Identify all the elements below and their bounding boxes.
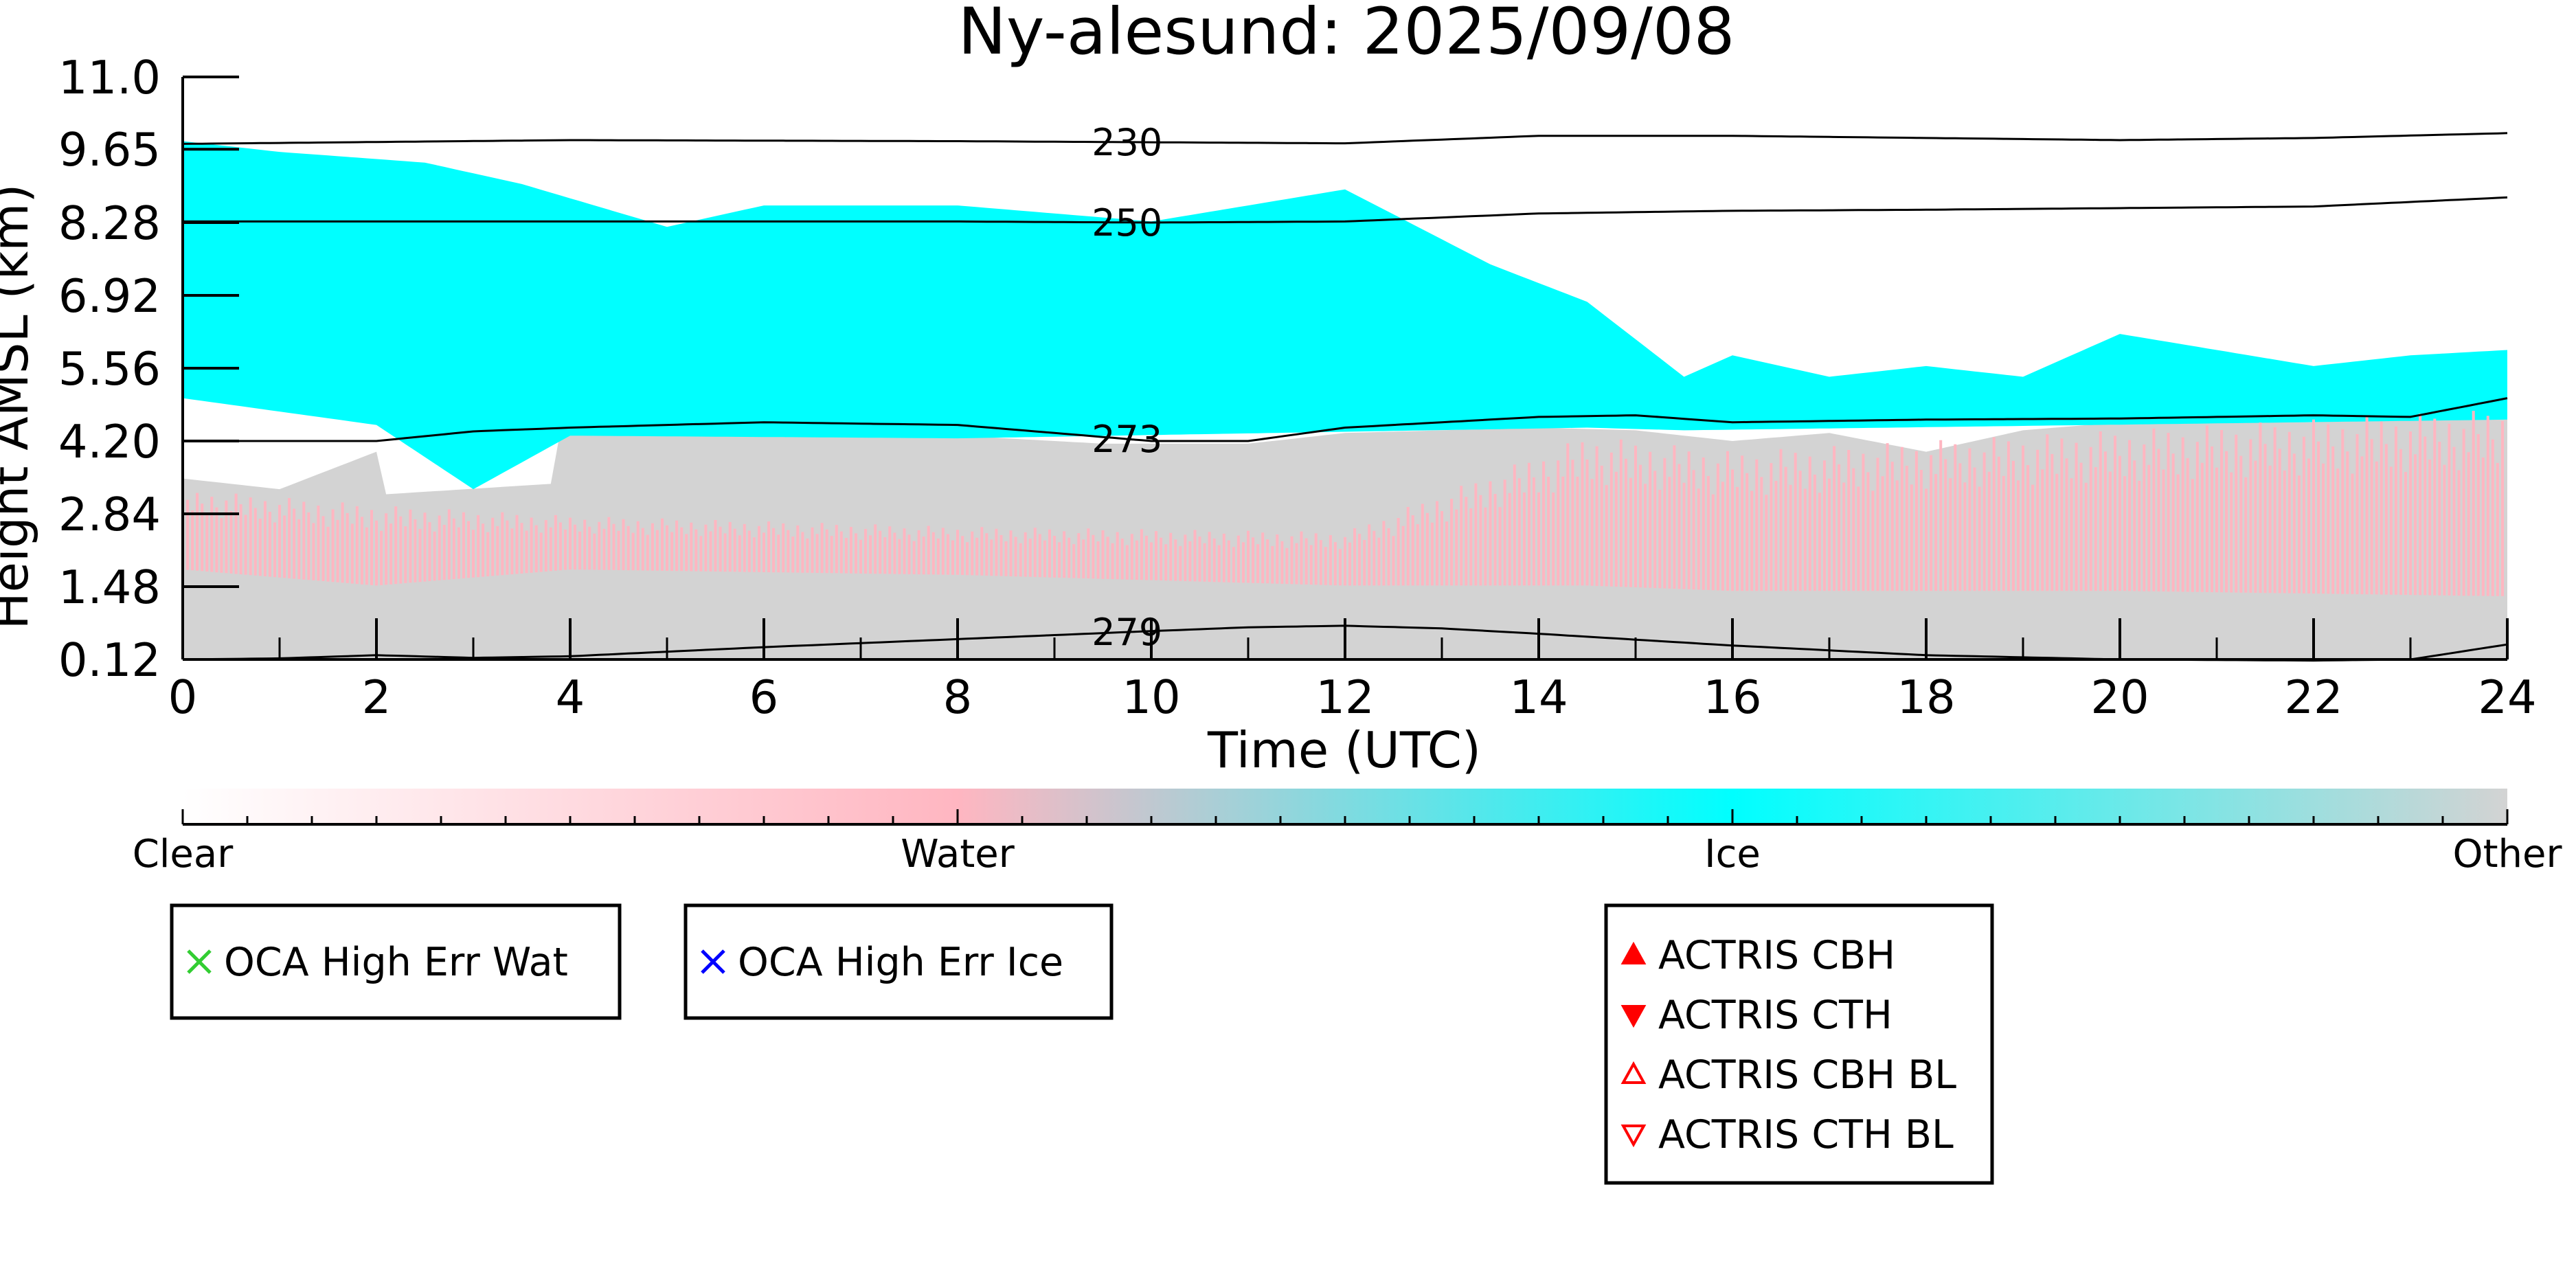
legend-marker-triangle-down (1620, 1005, 1647, 1028)
y-tick-label: 6.92 (58, 269, 161, 323)
y-tick-label: 11.0 (58, 51, 161, 104)
chart-title: Ny-alesund: 2025/09/08 (958, 0, 1735, 69)
legend-label: OCA High Err Wat (224, 940, 568, 985)
y-axis-label: Height AMSL (km) (0, 184, 39, 630)
ice-region (183, 141, 2507, 490)
x-tick-label: 24 (2478, 670, 2536, 724)
y-tick-label: 4.20 (58, 415, 161, 468)
x-tick-label: 2 (362, 670, 392, 724)
y-tick-label: 9.65 (58, 123, 161, 177)
x-tick-label: 16 (1703, 670, 1761, 724)
contour-label: 273 (1092, 418, 1162, 461)
contour-line (183, 196, 2508, 224)
x-tick-label: 8 (943, 670, 973, 724)
legend-label: ACTRIS CTH BL (1658, 1112, 1954, 1157)
legend-marker-triangle-up (1620, 941, 1647, 964)
legend-label: ACTRIS CBH (1658, 933, 1895, 978)
legend-marker-x (187, 949, 212, 974)
contour-line (183, 397, 2508, 442)
x-tick-label: 10 (1122, 670, 1180, 724)
y-tick-label: 1.48 (58, 561, 161, 614)
legend-marker-triangle-up (1620, 1061, 1647, 1084)
x-tick-label: 14 (1509, 670, 1568, 724)
y-tick-label: 5.56 (58, 342, 161, 396)
other-region (183, 411, 2507, 659)
legend-label: ACTRIS CBH BL (1658, 1052, 1956, 1098)
x-tick-label: 12 (1315, 670, 1374, 724)
legend-box: OCA High Err Wat (170, 903, 622, 1020)
legend-frame (683, 903, 1114, 1020)
contour-label: 230 (1092, 121, 1162, 164)
colorbar: Clear Water Ice Other (133, 789, 2562, 877)
legend-label: ACTRIS CTH (1658, 993, 1893, 1038)
contour-label: 250 (1092, 201, 1162, 245)
legend-label: OCA High Err Ice (738, 940, 1063, 985)
x-tick-label: 20 (2090, 670, 2149, 724)
colorbar-label: Other (2452, 832, 2562, 877)
contour-line (182, 132, 2508, 145)
legend-marker-x (701, 949, 725, 974)
y-tick-label: 0.12 (58, 633, 161, 687)
y-tick-label: 8.28 (58, 196, 161, 250)
y-tick-label: 2.84 (58, 488, 161, 541)
x-tick-label: 4 (556, 670, 585, 724)
x-axis-label: Time (UTC) (1207, 721, 1481, 779)
x-tick-label: 0 (168, 670, 198, 724)
x-tick-label: 6 (749, 670, 779, 724)
legends: OCA High Err Wat OCA High Err Ice ACTRIS C… (170, 903, 1994, 1185)
x-tick-label: 22 (2284, 670, 2342, 724)
legend-frame (1604, 903, 1994, 1185)
colorbar-label: Water (901, 832, 1015, 877)
x-tick-label: 18 (1897, 670, 1955, 724)
colorbar-label: Clear (133, 832, 234, 877)
plot-area (181, 141, 2507, 659)
legend-box: OCA High Err Ice (683, 903, 1114, 1020)
legend-box: ACTRIS CBH ACTRIS CTH ACTRIS CBH BL ACTRIS … (1604, 903, 1994, 1185)
legend-marker-triangle-down (1620, 1125, 1647, 1148)
colorbar-label: Ice (1704, 832, 1761, 877)
legend-frame (170, 903, 622, 1020)
